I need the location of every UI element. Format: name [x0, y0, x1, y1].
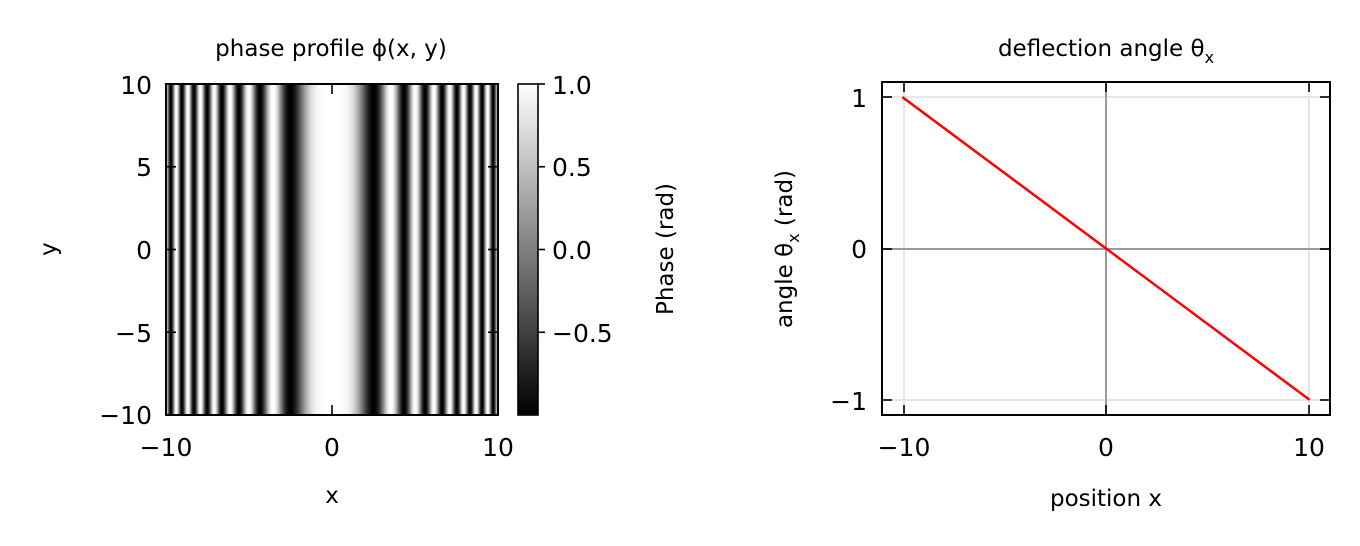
colorbar-ticks: [538, 83, 545, 334]
phase-y-tick-label: 5: [136, 153, 152, 182]
deflection-x-ticks: [903, 82, 1310, 415]
deflection-x-tick-label: −10: [878, 433, 931, 462]
deflection-panel: deflection angle θx −10 0 10: [772, 36, 1331, 512]
phase-y-tick-label: −10: [99, 401, 152, 430]
phase-x-tick-label: 0: [324, 433, 340, 462]
colorbar-tick-label: 0.0: [552, 236, 592, 265]
deflection-y-tick-label: 0: [851, 235, 867, 264]
phase-profile-panel: phase profile ϕ(x, y) −10 0 10: [36, 36, 514, 509]
deflection-title-text: deflection angle θ: [998, 36, 1205, 62]
phase-x-ticks: [165, 84, 499, 415]
deflection-y-tick-label: −1: [830, 387, 867, 416]
colorbar-label: Phase (rad): [653, 183, 679, 315]
colorbar-tick-label: 1.0: [552, 71, 592, 100]
colorbar-gradient: [518, 84, 538, 415]
deflection-x-tick-label: 10: [1293, 433, 1325, 462]
phase-colorbar: 1.0 0.5 0.0 −0.5 Phase (rad): [517, 71, 679, 416]
deflection-y-ticks: [882, 96, 1330, 401]
deflection-title: deflection angle θx: [998, 36, 1214, 67]
colorbar-tick-label: 0.5: [552, 153, 592, 182]
phase-y-axis-label: y: [36, 242, 62, 256]
phase-profile-title-text: phase profile ϕ(x, y): [215, 36, 447, 62]
deflection-x-tick-label: 0: [1098, 433, 1114, 462]
phase-y-tick-label: 10: [120, 71, 152, 100]
deflection-x-axis-label-text: position x: [1050, 486, 1162, 512]
deflection-y-axis-label-suffix: (rad): [772, 170, 798, 233]
deflection-x-axis-label: position x: [1050, 486, 1162, 512]
phase-profile-title: phase profile ϕ(x, y): [215, 36, 447, 62]
phase-y-tick-label: −5: [115, 319, 152, 348]
deflection-y-tick-label: 1: [851, 84, 867, 113]
deflection-series: [901, 96, 1311, 401]
deflection-title-subscript: x: [1205, 48, 1214, 67]
phase-x-axis-label: x: [325, 483, 339, 509]
deflection-y-axis-label-subscript: x: [784, 233, 803, 242]
phase-x-tick-label: 10: [482, 433, 514, 462]
phase-y-tick-label: 0: [136, 236, 152, 265]
deflection-line: [901, 96, 1311, 401]
colorbar-tick-label: −0.5: [552, 319, 613, 348]
deflection-y-axis-label: angle θx (rad): [772, 170, 803, 328]
phase-x-tick-label: −10: [140, 433, 193, 462]
deflection-y-axis-label-text: angle θ: [772, 243, 798, 328]
phase-y-ticks: [166, 83, 498, 416]
phase-heatmap: [166, 84, 498, 415]
